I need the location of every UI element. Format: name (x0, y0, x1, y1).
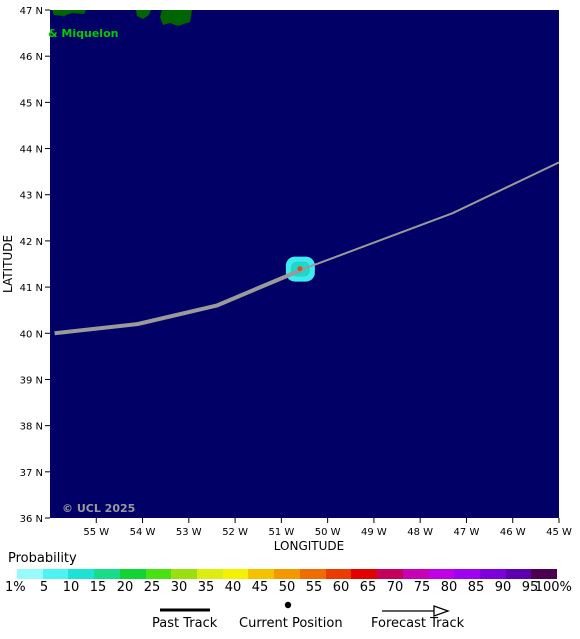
past-track-line (54, 266, 306, 336)
legend-color-swatch (68, 569, 95, 579)
legend-label: 25 (143, 580, 161, 595)
y-tick-label: 45 N (20, 98, 43, 109)
key-current-position: Current Position (238, 600, 348, 634)
legend-color-swatch (222, 569, 249, 579)
legend-label: 20 (116, 580, 134, 595)
legend-label: 45 (251, 580, 269, 595)
x-tick-label: 48 W (407, 527, 433, 538)
legend-label: 55 (305, 580, 323, 595)
legend-label: 90 (494, 580, 512, 595)
x-tick-label: 45 W (546, 527, 572, 538)
legend-color-swatch (94, 569, 120, 579)
legend-title: Probability (8, 551, 77, 566)
legend-color-swatch (428, 569, 455, 579)
x-tick-label: 50 W (315, 527, 341, 538)
legend-color-swatch (531, 569, 558, 579)
legend-color-swatch (171, 569, 198, 579)
past-track-label: Past Track (152, 616, 218, 631)
legend-label: 60 (332, 580, 350, 595)
key-past-track: Past Track (150, 600, 220, 634)
land-saint-pierre-miquelon (52, 10, 192, 26)
y-tick-label: 47 N (20, 6, 43, 17)
current-position-label: Current Position (239, 616, 343, 631)
legend-color-swatch (505, 569, 532, 579)
legend-label: 100% (534, 580, 572, 595)
forecast-track-line (304, 161, 560, 270)
x-tick-label: 49 W (361, 527, 387, 538)
probability-scale-labels: 1% 5 10 15 20 25 30 35 40 45 50 55 60 65 70 75 80 85 90 95 1… (0, 580, 580, 596)
legend-label: 70 (386, 580, 404, 595)
x-tick-label: 55 W (83, 527, 109, 538)
past-track-line-icon (160, 608, 210, 612)
y-tick-label: 44 N (20, 145, 43, 156)
place-label-miquelon: & Miquelon (48, 27, 118, 40)
legend-color-swatch (402, 569, 429, 579)
legend-color-swatch (274, 569, 300, 579)
x-tick-label: 54 W (130, 527, 156, 538)
legend-color-swatch (454, 569, 480, 579)
legend-label: 85 (467, 580, 485, 595)
land-fragment (52, 10, 86, 16)
y-tick-label: 42 N (20, 237, 43, 248)
storm-track (54, 161, 560, 336)
land-fragment (136, 10, 151, 19)
legend-label: 35 (197, 580, 215, 595)
legend-color-swatch (248, 569, 275, 579)
legend-label: 50 (278, 580, 296, 595)
legend-color-swatch (119, 569, 146, 579)
x-axis-title: LONGITUDE (274, 539, 344, 553)
y-tick-label: 41 N (20, 283, 43, 294)
legend-label: 65 (359, 580, 377, 595)
legend-label: 75 (413, 580, 431, 595)
y-tick-label: 39 N (20, 375, 43, 386)
y-axis-title: LATITUDE (1, 235, 15, 293)
legend-color-swatch (325, 569, 352, 579)
legend-color-swatch (197, 569, 223, 579)
probability-color-scale (17, 569, 558, 579)
y-tick-label: 37 N (20, 468, 43, 479)
legend-color-swatch (299, 569, 326, 579)
legend-label: 40 (224, 580, 242, 595)
legend-label: 1% (5, 580, 26, 595)
legend-label: 10 (62, 580, 80, 595)
x-tick-label: 53 W (176, 527, 202, 538)
legend-label: 5 (39, 580, 49, 595)
legend-color-swatch (351, 569, 378, 579)
forecast-track-label: Forecast Track (371, 616, 465, 631)
current-position-dot-icon (284, 601, 292, 609)
legend-color-swatch (17, 569, 43, 579)
x-tick-label: 47 W (454, 527, 480, 538)
forecast-track-arrow-icon (382, 605, 450, 617)
legend-color-swatch (42, 569, 69, 579)
legend-color-swatch (479, 569, 506, 579)
copyright-label: © UCL 2025 (62, 502, 135, 515)
y-tick-label: 46 N (20, 52, 43, 63)
legend-color-swatch (377, 569, 403, 579)
y-tick-label: 38 N (20, 422, 43, 433)
legend-color-swatch (145, 569, 172, 579)
current-position-marker (297, 266, 303, 272)
x-tick-label: 46 W (500, 527, 526, 538)
x-tick-label: 52 W (222, 527, 248, 538)
legend-label: 80 (440, 580, 458, 595)
y-tick-label: 43 N (20, 191, 43, 202)
key-forecast-track: Forecast Track (370, 600, 470, 634)
y-tick-label: 36 N (20, 514, 43, 525)
legend-label: 95 (521, 580, 539, 595)
x-tick-label: 51 W (268, 527, 294, 538)
y-tick-label: 40 N (20, 329, 43, 340)
land-fragment (160, 10, 192, 26)
legend-label: 30 (170, 580, 188, 595)
axis-ticks: 55 W 54 W 53 W 52 W 51 W 50 W 49 W 48 W 47 W 46 W… (20, 6, 572, 538)
legend-label: 15 (89, 580, 107, 595)
